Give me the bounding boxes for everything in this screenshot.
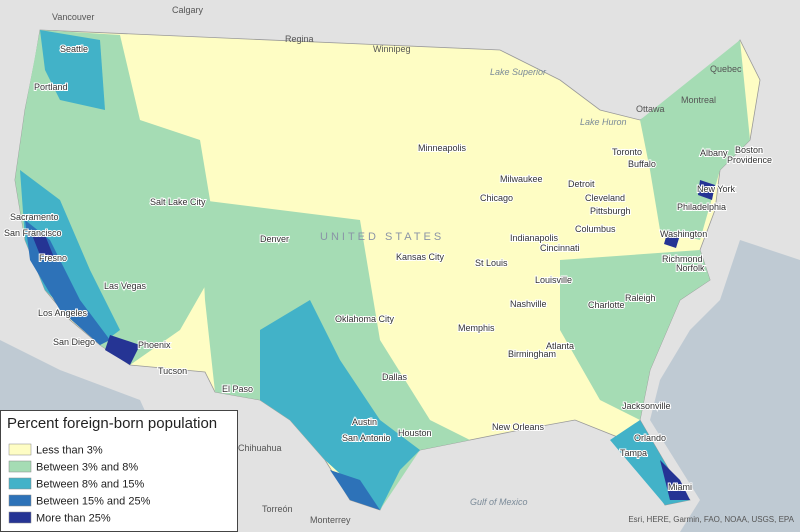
region bbox=[105, 335, 140, 365]
place-label: Tampa bbox=[620, 448, 647, 458]
place-label: Salt Lake City bbox=[150, 197, 206, 207]
place-label: Albany bbox=[700, 148, 728, 158]
legend-label: Between 15% and 25% bbox=[36, 496, 151, 508]
place-label: Charlotte bbox=[588, 300, 625, 310]
place-label: Miami bbox=[668, 482, 692, 492]
legend-label: More than 25% bbox=[36, 513, 111, 525]
place-label: Regina bbox=[285, 34, 314, 44]
place-label: Orlando bbox=[634, 433, 666, 443]
legend-box bbox=[0, 410, 238, 532]
place-label: Cleveland bbox=[585, 193, 625, 203]
place-label: Jacksonville bbox=[622, 401, 671, 411]
place-labels: Vancouver Calgary Regina Winnipeg Quebec… bbox=[3, 5, 773, 525]
place-label: Chicago bbox=[480, 193, 513, 203]
place-label: Los Angeles bbox=[38, 308, 88, 318]
place-label: St Louis bbox=[475, 258, 508, 268]
place-label: Austin bbox=[352, 417, 377, 427]
region bbox=[20, 170, 120, 345]
place-label: Calgary bbox=[172, 5, 204, 15]
legend-swatch bbox=[8, 443, 32, 456]
water-label: Lake Superior bbox=[490, 67, 547, 77]
legend-items: Less than 3% Between 3% and 8% Between 8% … bbox=[8, 443, 151, 525]
attribution: Esri, HERE, Garmin, FAO, NOAA, USGS, EPA bbox=[628, 515, 794, 524]
place-label: El Paso bbox=[222, 384, 253, 394]
water-label: Lake Huron bbox=[580, 117, 627, 127]
place-label: Denver bbox=[260, 234, 289, 244]
place-label: Columbus bbox=[575, 224, 616, 234]
place-label: Birmingham bbox=[508, 349, 556, 359]
place-label: Buffalo bbox=[628, 159, 656, 169]
place-label: Winnipeg bbox=[373, 44, 411, 54]
legend-swatch bbox=[8, 460, 32, 473]
legend-swatch bbox=[8, 494, 32, 507]
place-label: Pittsburgh bbox=[590, 206, 631, 216]
place-label: Milwaukee bbox=[500, 174, 543, 184]
place-label: Houston bbox=[398, 428, 432, 438]
place-label: Richmond bbox=[662, 254, 703, 264]
place-label: Torreón bbox=[262, 504, 293, 514]
place-label: Raleigh bbox=[625, 293, 656, 303]
place-label: New York bbox=[697, 184, 736, 194]
place-label: Ottawa bbox=[636, 104, 665, 114]
place-label: San Antonio bbox=[342, 433, 391, 443]
place-label: Chihuahua bbox=[238, 443, 282, 453]
place-label: Detroit bbox=[568, 179, 595, 189]
place-label: Seattle bbox=[60, 44, 88, 54]
region bbox=[560, 250, 710, 420]
place-label: New Orleans bbox=[492, 422, 545, 432]
region bbox=[40, 30, 105, 110]
legend-label: Between 3% and 8% bbox=[36, 462, 138, 474]
place-label: Montreal bbox=[681, 95, 716, 105]
place-label: Atlanta bbox=[546, 341, 574, 351]
place-label: Washington bbox=[660, 229, 707, 239]
place-label: Philadelphia bbox=[677, 202, 726, 212]
place-label: Monterrey bbox=[310, 515, 351, 525]
legend-label: Between 8% and 15% bbox=[36, 479, 144, 491]
water-label: Gulf of Mexico bbox=[470, 497, 528, 507]
place-label: Las Vegas bbox=[104, 281, 147, 291]
region bbox=[660, 460, 690, 500]
region bbox=[30, 230, 55, 260]
place-label: Indianapolis bbox=[510, 233, 559, 243]
place-label: San Diego bbox=[53, 337, 95, 347]
region bbox=[664, 230, 680, 248]
region bbox=[330, 470, 380, 510]
place-label: Oklahoma City bbox=[335, 314, 395, 324]
place-label: Tucson bbox=[158, 366, 187, 376]
place-label: San Francisco bbox=[4, 228, 62, 238]
place-label: Kansas City bbox=[396, 252, 445, 262]
place-label: Dallas bbox=[382, 372, 408, 382]
place-label: Vancouver bbox=[52, 12, 94, 22]
country-label: UNITED STATES bbox=[320, 231, 444, 243]
region bbox=[698, 180, 715, 200]
place-label: Portland bbox=[34, 82, 68, 92]
place-label: Louisville bbox=[535, 275, 572, 285]
place-label: Phoenix bbox=[138, 340, 171, 350]
place-label: Nashville bbox=[510, 299, 547, 309]
legend-label: Less than 3% bbox=[36, 445, 103, 457]
place-label: Fresno bbox=[39, 253, 67, 263]
place-label: Memphis bbox=[458, 323, 495, 333]
place-label: Boston bbox=[735, 145, 763, 155]
legend-swatch bbox=[8, 477, 32, 490]
place-label: Norfolk bbox=[676, 263, 705, 273]
legend-swatch bbox=[8, 511, 32, 524]
place-label: Sacramento bbox=[10, 212, 59, 222]
legend-title: Percent foreign-born population bbox=[7, 415, 217, 432]
place-label: Quebec bbox=[710, 64, 742, 74]
region bbox=[640, 40, 750, 240]
region bbox=[260, 300, 420, 510]
place-label: Providence bbox=[727, 155, 772, 165]
legend: Percent foreign-born population Less tha… bbox=[0, 410, 238, 532]
place-label: Toronto bbox=[612, 147, 642, 157]
regions bbox=[15, 30, 750, 510]
place-label: Cincinnati bbox=[540, 243, 580, 253]
place-label: Minneapolis bbox=[418, 143, 467, 153]
